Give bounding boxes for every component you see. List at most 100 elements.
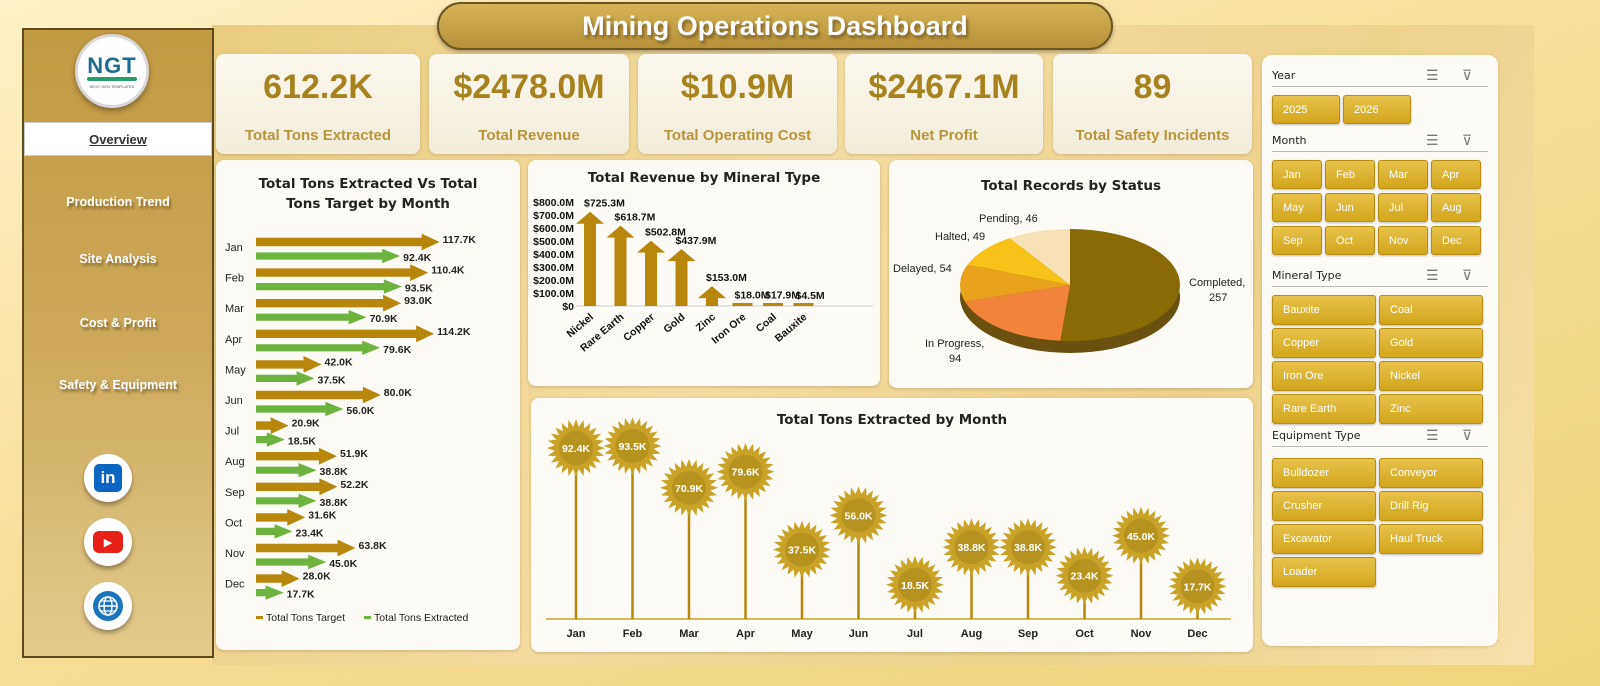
- logo-text: NGT: [87, 53, 137, 78]
- filter-mineral-nickel[interactable]: Nickel: [1379, 361, 1483, 391]
- multi-select-icon[interactable]: ☰: [1426, 67, 1439, 83]
- month-tick-label: Jun: [849, 628, 869, 640]
- filter-mineral-coal[interactable]: Coal: [1379, 295, 1483, 325]
- clear-filter-icon[interactable]: ⊽: [1462, 267, 1473, 283]
- extracted-data-label: 23.4K: [296, 527, 324, 539]
- multi-select-icon[interactable]: ☰: [1426, 267, 1439, 283]
- globe-icon: [93, 591, 123, 621]
- filter-month-jul[interactable]: Jul: [1378, 193, 1428, 222]
- extracted-arrow: [256, 371, 315, 386]
- month-tick-label: Jan: [567, 628, 586, 640]
- pie-label-completed: Completed,: [1189, 277, 1245, 289]
- multi-select-icon[interactable]: ☰: [1426, 427, 1439, 443]
- target-data-label: 110.4K: [431, 265, 465, 277]
- tons-by-month-chart: 92.4K Jan 93.5K Feb 70.9K Mar 79.6K Apr 37.5K May…: [546, 417, 1231, 640]
- filter-month-aug[interactable]: Aug: [1431, 193, 1481, 222]
- filter-month-apr[interactable]: Apr: [1431, 160, 1481, 189]
- category-tick-label: Bauxite: [773, 311, 810, 345]
- target-data-label: 52.2K: [340, 479, 368, 491]
- mineral-filter-title: Mineral Type: [1272, 269, 1342, 282]
- nav-site-analysis[interactable]: Site Analysis: [79, 252, 157, 266]
- filter-month-mar[interactable]: Mar: [1378, 160, 1428, 189]
- filter-mineral-copper[interactable]: Copper: [1272, 328, 1376, 358]
- legend-extracted-swatch: [364, 616, 371, 619]
- revenue-by-mineral-chart: $0$100.0M$200.0M$300.0M$400.0M$500.0M$60…: [533, 197, 873, 354]
- nav-overview[interactable]: Overview: [24, 122, 212, 156]
- filter-mineral-bauxite[interactable]: Bauxite: [1272, 295, 1376, 325]
- filter-equipment-bulldozer[interactable]: Bulldozer: [1272, 458, 1376, 488]
- lollipop-data-label: 45.0K: [1127, 531, 1155, 543]
- revenue-data-label: $502.8M: [645, 227, 686, 239]
- pie-slice-delayed: [960, 264, 1070, 302]
- category-tick-label: Copper: [621, 311, 657, 344]
- filter-panel: Year ☰ ⊽ 2025 2026 Month ☰ ⊽ Jan Feb Mar Apr…: [1262, 55, 1498, 646]
- kpi-operating-cost: $10.9M Total Operating Cost: [638, 54, 837, 154]
- filter-equipment-loader[interactable]: Loader: [1272, 557, 1376, 587]
- kpi-value: $2467.1M: [868, 68, 1020, 106]
- youtube-button[interactable]: ▶: [84, 518, 132, 566]
- filter-mineral-iron-ore[interactable]: Iron Ore: [1272, 361, 1376, 391]
- extracted-data-label: 93.5K: [405, 283, 433, 295]
- kpi-value: $10.9M: [680, 68, 795, 106]
- filter-month-nov[interactable]: Nov: [1378, 226, 1428, 255]
- month-filter-header: Month ☰ ⊽: [1272, 132, 1488, 152]
- extracted-arrow: [256, 554, 327, 570]
- linkedin-button[interactable]: in: [84, 454, 132, 502]
- y-tick-label: $600.0M: [533, 223, 574, 235]
- kpi-label: Net Profit: [910, 127, 978, 144]
- target-data-label: 63.8K: [359, 540, 387, 552]
- clear-filter-icon[interactable]: ⊽: [1462, 67, 1473, 83]
- y-tick-label: $300.0M: [533, 262, 574, 274]
- month-tick-label: Jul: [907, 628, 923, 640]
- filter-month-oct[interactable]: Oct: [1325, 226, 1375, 255]
- month-tick-label: Aug: [225, 456, 245, 468]
- month-tick-label: Sep: [1018, 628, 1038, 640]
- pie-value-completed: 257: [1209, 292, 1227, 304]
- category-tick-label: Iron Ore: [709, 311, 748, 347]
- filter-equipment-excavator[interactable]: Excavator: [1272, 524, 1376, 554]
- month-tick-label: Mar: [679, 628, 699, 640]
- revenue-data-label: $18.0M: [735, 290, 770, 302]
- filter-year-2025[interactable]: 2025: [1272, 95, 1340, 124]
- clear-filter-icon[interactable]: ⊽: [1462, 427, 1473, 443]
- pie-label-halted: Halted, 49: [935, 231, 985, 243]
- lollipop-data-label: 37.5K: [788, 545, 816, 557]
- filter-equipment-crusher[interactable]: Crusher: [1272, 491, 1376, 521]
- pie-label-delayed: Delayed, 54: [893, 263, 952, 275]
- company-logo[interactable]: NGT NEXT GEN TEMPLATES: [75, 34, 149, 108]
- revenue-data-label: $437.9M: [676, 235, 717, 247]
- filter-equipment-drill-rig[interactable]: Drill Rig: [1379, 491, 1483, 521]
- filter-month-jun[interactable]: Jun: [1325, 193, 1375, 222]
- equipment-filter-header: Equipment Type ☰ ⊽: [1272, 427, 1488, 447]
- filter-month-may[interactable]: May: [1272, 193, 1322, 222]
- month-tick-label: Oct: [225, 517, 242, 529]
- filter-mineral-gold[interactable]: Gold: [1379, 328, 1483, 358]
- extracted-arrow: [256, 432, 285, 447]
- y-tick-label: $0: [562, 301, 574, 313]
- filter-month-dec[interactable]: Dec: [1431, 226, 1481, 255]
- filter-equipment-haul-truck[interactable]: Haul Truck: [1379, 524, 1483, 554]
- category-tick-label: Coal: [754, 311, 779, 335]
- nav-cost-profit[interactable]: Cost & Profit: [79, 316, 157, 330]
- website-button[interactable]: [84, 582, 132, 630]
- equipment-filter-title: Equipment Type: [1272, 429, 1361, 442]
- filter-month-feb[interactable]: Feb: [1325, 160, 1375, 189]
- lollipop-data-label: 18.5K: [901, 580, 929, 592]
- filter-mineral-zinc[interactable]: Zinc: [1379, 394, 1483, 424]
- records-by-status-chart: Completed, 257 In Progress, 94 Delayed, 54 Ha…: [893, 213, 1245, 365]
- multi-select-icon[interactable]: ☰: [1426, 132, 1439, 148]
- tons-vs-target-title: Total Tons Extracted Vs Total Tons Targe…: [258, 176, 478, 212]
- filter-equipment-conveyor[interactable]: Conveyor: [1379, 458, 1483, 488]
- extracted-data-label: 38.8K: [320, 497, 348, 509]
- nav-production-trend[interactable]: Production Trend: [66, 195, 170, 209]
- nav-safety-equipment[interactable]: Safety & Equipment: [58, 378, 178, 392]
- clear-filter-icon[interactable]: ⊽: [1462, 132, 1473, 148]
- filter-mineral-rare-earth[interactable]: Rare Earth: [1272, 394, 1376, 424]
- pie-slice-pending: [1009, 229, 1070, 285]
- pie-slice-halted: [967, 238, 1070, 285]
- filter-month-jan[interactable]: Jan: [1272, 160, 1322, 189]
- filter-month-sep[interactable]: Sep: [1272, 226, 1322, 255]
- extracted-data-label: 45.0K: [329, 558, 357, 570]
- target-data-label: 114.2K: [437, 326, 471, 338]
- filter-year-2026[interactable]: 2026: [1343, 95, 1411, 124]
